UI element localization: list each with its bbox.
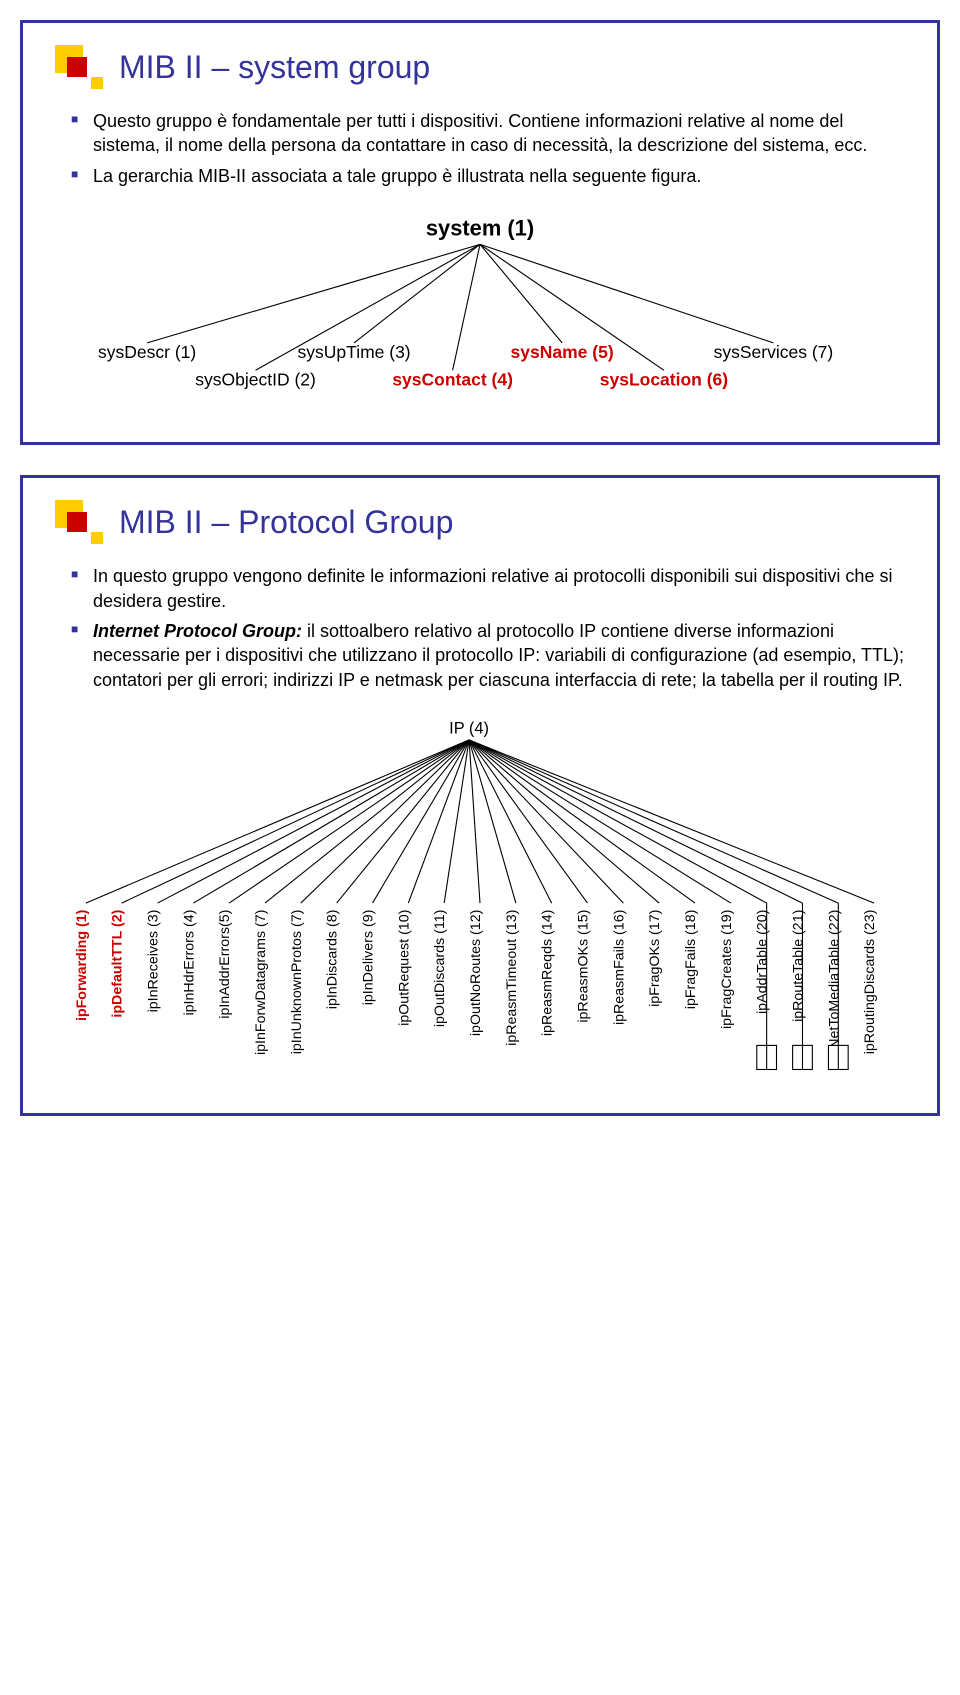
svg-text:ipReasmReqds (14): ipReasmReqds (14) xyxy=(540,910,556,1036)
svg-text:ipFragCreates (19): ipFragCreates (19) xyxy=(719,910,735,1029)
tree-svg: system (1) sysDescr (1) sysObjectID (2) sys… xyxy=(53,194,907,408)
svg-text:ipReasmOKs (15): ipReasmOKs (15) xyxy=(575,910,591,1023)
svg-text:ipOutNoRoutes (12): ipOutNoRoutes (12) xyxy=(468,910,484,1036)
slide-system-group: MIB II – system group Questo gruppo è fo… xyxy=(20,20,940,445)
bullet-list: Questo gruppo è fondamentale per tutti i… xyxy=(71,109,907,188)
svg-text:ipFragOKs (17): ipFragOKs (17) xyxy=(647,910,663,1007)
svg-text:system (1): system (1) xyxy=(426,215,534,240)
svg-text:sysObjectID (2): sysObjectID (2) xyxy=(195,369,316,389)
slide-protocol-group: MIB II – Protocol Group In questo gruppo… xyxy=(20,475,940,1116)
bullet-list: In questo gruppo vengono definite le inf… xyxy=(71,564,907,691)
svg-text:ipInAddrErrors(5): ipInAddrErrors(5) xyxy=(217,910,233,1019)
logo-icon xyxy=(53,498,105,546)
svg-text:ipDefaultTTL (2): ipDefaultTTL (2) xyxy=(110,909,126,1017)
bullet-item: La gerarchia MIB-II associata a tale gru… xyxy=(71,164,907,188)
ip-tree-diagram: IP (4) ipForwarding (1) ipDefaultTTL (2) ip… xyxy=(53,698,907,1083)
svg-text:ipOutRequest (10): ipOutRequest (10) xyxy=(396,910,412,1026)
svg-text:sysUpTime (3): sysUpTime (3) xyxy=(298,342,411,362)
svg-text:ipInHdrErrors (4): ipInHdrErrors (4) xyxy=(181,910,197,1016)
slide-title-row: MIB II – Protocol Group xyxy=(53,498,907,546)
system-tree-diagram: system (1) sysDescr (1) sysObjectID (2) sys… xyxy=(53,194,907,413)
svg-text:ipInForwDatagrams (7): ipInForwDatagrams (7) xyxy=(253,910,269,1055)
svg-text:ipReasmTimeout (13): ipReasmTimeout (13) xyxy=(504,910,520,1046)
svg-text:ipInDelivers (9): ipInDelivers (9) xyxy=(361,910,377,1006)
svg-text:ipInReceives (3): ipInReceives (3) xyxy=(146,910,162,1013)
logo-icon xyxy=(53,43,105,91)
svg-text:ipOutDiscards (11): ipOutDiscards (11) xyxy=(432,910,448,1027)
svg-text:sysName (5): sysName (5) xyxy=(511,342,614,362)
svg-text:IP (4): IP (4) xyxy=(449,719,489,737)
tree-svg: IP (4) ipForwarding (1) ipDefaultTTL (2) ip… xyxy=(53,706,907,1078)
svg-text:ipForwarding (1): ipForwarding (1) xyxy=(74,909,90,1021)
svg-text:ipAddrTable (20): ipAddrTable (20) xyxy=(755,910,771,1014)
svg-text:ipReasmFails (16): ipReasmFails (16) xyxy=(611,910,627,1025)
svg-text:ipInDiscards (8): ipInDiscards (8) xyxy=(325,910,341,1010)
bullet-item: Internet Protocol Group: il sottoalbero … xyxy=(71,619,907,692)
svg-text:sysDescr (1): sysDescr (1) xyxy=(98,342,196,362)
svg-text:ipRoutingDiscards (23): ipRoutingDiscards (23) xyxy=(862,910,878,1055)
slide-title-row: MIB II – system group xyxy=(53,43,907,91)
page-title: MIB II – system group xyxy=(119,49,430,86)
svg-text:sysContact (4): sysContact (4) xyxy=(392,369,513,389)
svg-text:sysLocation (6): sysLocation (6) xyxy=(600,369,728,389)
bullet-item: In questo gruppo vengono definite le inf… xyxy=(71,564,907,613)
page-title: MIB II – Protocol Group xyxy=(119,504,453,541)
svg-text:ipNetToMediaTable (22): ipNetToMediaTable (22) xyxy=(826,910,842,1060)
svg-text:sysServices (7): sysServices (7) xyxy=(714,342,834,362)
svg-text:ipRouteTable (21): ipRouteTable (21) xyxy=(790,910,806,1022)
bullet-item: Questo gruppo è fondamentale per tutti i… xyxy=(71,109,907,158)
svg-text:ipInUnknownProtos (7): ipInUnknownProtos (7) xyxy=(289,910,305,1055)
svg-text:ipFragFails (18): ipFragFails (18) xyxy=(683,910,699,1010)
